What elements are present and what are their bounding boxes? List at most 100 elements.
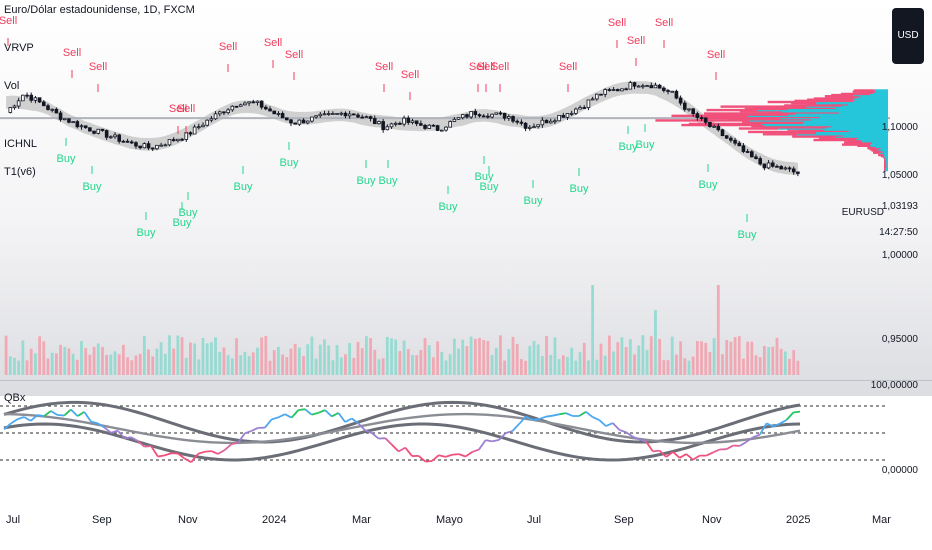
volume-bar bbox=[147, 349, 150, 375]
chart-title[interactable]: Euro/Dólar estadounidense, 1D, FXCM bbox=[4, 4, 195, 16]
volume-bar bbox=[788, 358, 791, 375]
candles bbox=[8, 80, 800, 177]
candle-body bbox=[8, 107, 13, 113]
candle-body bbox=[125, 140, 130, 143]
volume-bar bbox=[687, 360, 691, 375]
oscillator-signal-segment bbox=[197, 450, 205, 455]
oscillator-signal-segment bbox=[124, 436, 132, 440]
candle-body bbox=[310, 116, 314, 122]
volume-bar bbox=[226, 355, 230, 375]
oscillator-signal-segment bbox=[645, 441, 654, 452]
oscillator-signal-segment bbox=[318, 409, 326, 414]
volume-bar bbox=[683, 358, 687, 375]
candle-body bbox=[750, 151, 754, 158]
volume-bar bbox=[582, 342, 586, 375]
indicator-ichnl[interactable]: ICHNL bbox=[4, 138, 38, 150]
candle-body bbox=[83, 125, 88, 129]
candle-body bbox=[297, 119, 302, 125]
volume-bar bbox=[402, 340, 406, 375]
candle-body bbox=[255, 100, 260, 103]
candle-body bbox=[205, 119, 209, 126]
oscillator-signal-segment bbox=[745, 436, 754, 443]
indicator-t1[interactable]: T1(v6) bbox=[4, 166, 36, 178]
volume-bar bbox=[151, 356, 155, 375]
volume-bar bbox=[281, 354, 284, 375]
volume-bar bbox=[612, 351, 615, 375]
oscillator-signal-segment bbox=[632, 435, 640, 441]
candle-body bbox=[645, 85, 649, 87]
volume-bar bbox=[71, 353, 75, 375]
volume-bar bbox=[507, 349, 511, 375]
candle-body bbox=[37, 97, 42, 103]
volume-bar bbox=[670, 336, 674, 375]
volume-bar bbox=[457, 348, 460, 375]
indicator-vol[interactable]: Vol bbox=[4, 80, 20, 92]
candle-body bbox=[201, 124, 205, 128]
candle-body bbox=[775, 165, 779, 168]
volume-bar bbox=[122, 344, 125, 375]
volume-profile-bar bbox=[762, 133, 797, 136]
candle-body bbox=[410, 120, 415, 123]
volume-bar bbox=[767, 347, 770, 375]
oscillator-signal-segment bbox=[565, 412, 573, 417]
volume-bar bbox=[67, 348, 71, 375]
volume-bar bbox=[649, 336, 653, 375]
oscillator-signal-segment bbox=[559, 412, 567, 416]
oscillator-signal-segment bbox=[505, 430, 513, 434]
volume-bar bbox=[679, 341, 682, 375]
indicator-qbx[interactable]: QBx bbox=[4, 392, 26, 404]
oscillator-signal-segment bbox=[485, 439, 493, 443]
volume-bar bbox=[331, 360, 335, 375]
volume-bar bbox=[641, 335, 645, 375]
volume-bar bbox=[570, 347, 574, 375]
indicator-vrvp[interactable]: VRVP bbox=[4, 42, 34, 54]
candle-body bbox=[427, 124, 432, 129]
volume-bar bbox=[599, 343, 603, 375]
candle-body bbox=[557, 114, 561, 122]
oscillator-signal-segment bbox=[452, 453, 459, 456]
volume-profile-bar bbox=[748, 130, 816, 134]
sell-signal-label: Sell bbox=[285, 49, 303, 61]
candle-body bbox=[737, 142, 742, 147]
oscillator-signal-segment bbox=[331, 412, 339, 418]
candle-body bbox=[507, 116, 511, 119]
volume-bar bbox=[499, 335, 502, 375]
candle-body bbox=[666, 90, 670, 92]
volume-bar bbox=[214, 337, 217, 375]
candle-body bbox=[636, 85, 641, 88]
volume-bar bbox=[423, 338, 427, 375]
buy-signal-label: Buy bbox=[699, 179, 718, 191]
candle-body bbox=[574, 108, 578, 114]
candle-body bbox=[724, 135, 729, 139]
oscillator-signal-segment bbox=[150, 445, 159, 458]
candle-body bbox=[331, 113, 335, 115]
candle-body bbox=[670, 90, 675, 93]
candle-body bbox=[611, 89, 616, 91]
currency-badge[interactable]: USD bbox=[892, 8, 924, 64]
sell-signal-label: Sell bbox=[627, 35, 645, 47]
oscillator-signal-segment bbox=[585, 411, 594, 418]
candle-body bbox=[326, 113, 331, 115]
volume-bar bbox=[779, 348, 783, 375]
candle-body bbox=[339, 112, 344, 115]
oscillator-signal-segment bbox=[492, 439, 500, 443]
candle-body bbox=[615, 89, 620, 92]
oscillator-signal-segment bbox=[425, 460, 433, 463]
buy-signal-label: Buy bbox=[379, 175, 398, 187]
volume-bar bbox=[247, 355, 251, 375]
candle-body bbox=[58, 112, 63, 120]
time-label: Nov bbox=[702, 514, 722, 526]
volume-bar bbox=[553, 337, 557, 375]
buy-signal-label: Buy bbox=[738, 229, 757, 241]
oscillator-signal-segment bbox=[290, 409, 299, 419]
oscillator-signal-segment bbox=[398, 446, 406, 453]
buy-signal-label: Buy bbox=[57, 153, 76, 165]
candle-body bbox=[662, 87, 666, 91]
volume-bar bbox=[159, 342, 163, 375]
candle-body bbox=[423, 124, 427, 129]
candle-body bbox=[540, 119, 545, 126]
oscillator-signal-segment bbox=[759, 422, 768, 436]
